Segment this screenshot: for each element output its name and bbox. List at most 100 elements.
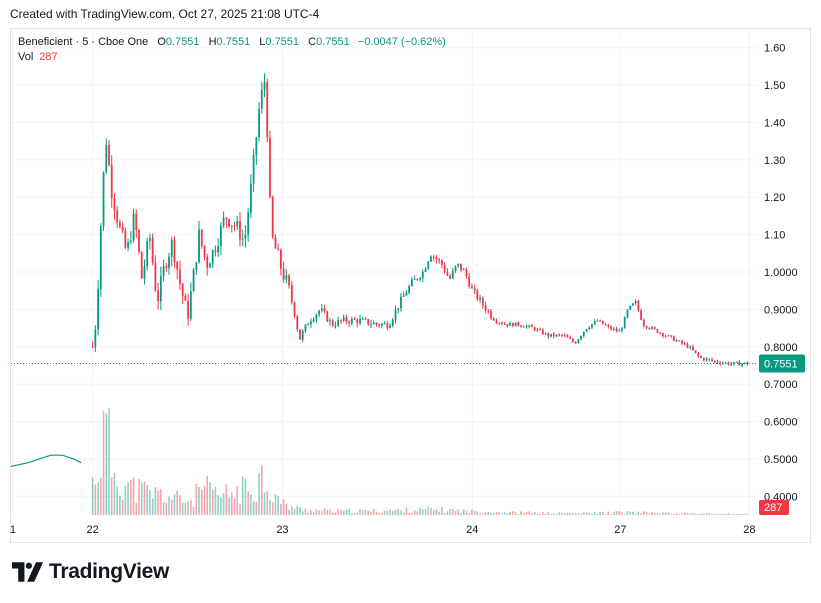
volume-bar (266, 491, 269, 515)
candle-body (468, 276, 471, 287)
candle-body (621, 328, 623, 331)
candle-body (659, 332, 662, 334)
volume-bar (498, 512, 500, 515)
volume-bar (514, 511, 517, 515)
candle-body (312, 319, 315, 322)
candle-body (732, 361, 735, 364)
volume-bar (705, 513, 708, 515)
candle-body (342, 317, 345, 321)
volume-bar (574, 513, 577, 515)
candle-body (738, 361, 741, 366)
chart-frame[interactable] (10, 28, 811, 543)
volume-bar (421, 509, 424, 515)
volume-bar (94, 484, 97, 515)
volume-bar (326, 509, 329, 515)
candle-body (713, 360, 716, 362)
candle-body (222, 217, 225, 226)
candle-body (361, 318, 364, 320)
candle-body (503, 323, 506, 325)
volume-bar (525, 512, 528, 515)
tradingview-logo[interactable]: TradingView (12, 560, 169, 584)
volume-bar (430, 508, 432, 515)
candle-body (299, 329, 301, 340)
candle-body (476, 290, 479, 300)
candle-body (301, 331, 304, 340)
volume-bar (310, 510, 312, 515)
candle-body (506, 324, 509, 326)
volume-bar (400, 510, 402, 515)
volume-bar (471, 509, 473, 515)
volume-bar (195, 484, 198, 515)
volume-bar (378, 512, 380, 515)
candle-body (528, 325, 531, 327)
volume-bar (361, 509, 364, 515)
volume-bar (727, 513, 730, 515)
y-tick-label: 0.6000 (764, 417, 798, 429)
candle-body (236, 221, 239, 226)
candle-body (670, 335, 673, 337)
volume-bar (206, 475, 209, 515)
volume-bar (667, 512, 670, 515)
last-price-badge-label: 0.7551 (764, 359, 798, 371)
candle-body (189, 291, 192, 319)
x-tick-label: 22 (86, 524, 98, 536)
volume-bar (593, 512, 596, 515)
candle-body (501, 322, 503, 324)
volume-bar (645, 511, 648, 515)
candle-body (612, 328, 615, 330)
candle-body (533, 327, 536, 331)
candle-body (711, 359, 713, 361)
candle-body (410, 279, 413, 287)
volume-bar (659, 514, 661, 515)
volume-bar (520, 511, 522, 515)
candle-body (151, 237, 154, 263)
candle-body (511, 322, 514, 327)
candle-body (307, 324, 310, 326)
volume-value: 287 (39, 51, 58, 63)
volume-bar (143, 481, 146, 515)
volume-bar (321, 510, 323, 515)
volume-bar (170, 499, 173, 515)
candle-body (648, 327, 651, 329)
volume-bar (607, 511, 610, 515)
candle-body (591, 324, 593, 328)
volume-bar (340, 510, 342, 515)
volume-bar (230, 492, 233, 515)
volume-bar (552, 513, 555, 515)
volume-bar (173, 494, 176, 515)
candle-body (359, 319, 361, 324)
volume-bar (531, 513, 533, 515)
candle-body (244, 234, 247, 239)
volume-bar (555, 513, 558, 515)
volume-bar (405, 507, 408, 515)
candle-body (129, 240, 132, 243)
y-tick-label: 1.20 (764, 192, 785, 204)
chart-grid (11, 29, 757, 515)
volume-bar (673, 513, 675, 515)
candle-body (498, 322, 501, 324)
volume-bar (582, 512, 585, 515)
candle-body (356, 319, 359, 324)
volume-bar (588, 512, 591, 515)
candle-body (473, 288, 476, 291)
candle-body (539, 329, 542, 331)
candle-body (329, 320, 331, 322)
volume-bar (370, 511, 372, 515)
candle-body (113, 197, 116, 211)
candle-body (692, 346, 694, 351)
volume-bar (91, 477, 94, 515)
candle-body (214, 250, 217, 253)
low-value: 0.7551 (265, 36, 300, 48)
volume-bar (509, 511, 511, 515)
candle-body (288, 275, 290, 286)
candle-body (323, 308, 326, 312)
volume-bar (700, 513, 702, 515)
volume-bar (375, 511, 378, 515)
candle-body (681, 340, 683, 344)
candle-body (449, 275, 451, 279)
candle-body (585, 329, 588, 332)
candle-body (424, 268, 427, 272)
volume-bar (236, 485, 239, 515)
candle-body (304, 324, 307, 332)
